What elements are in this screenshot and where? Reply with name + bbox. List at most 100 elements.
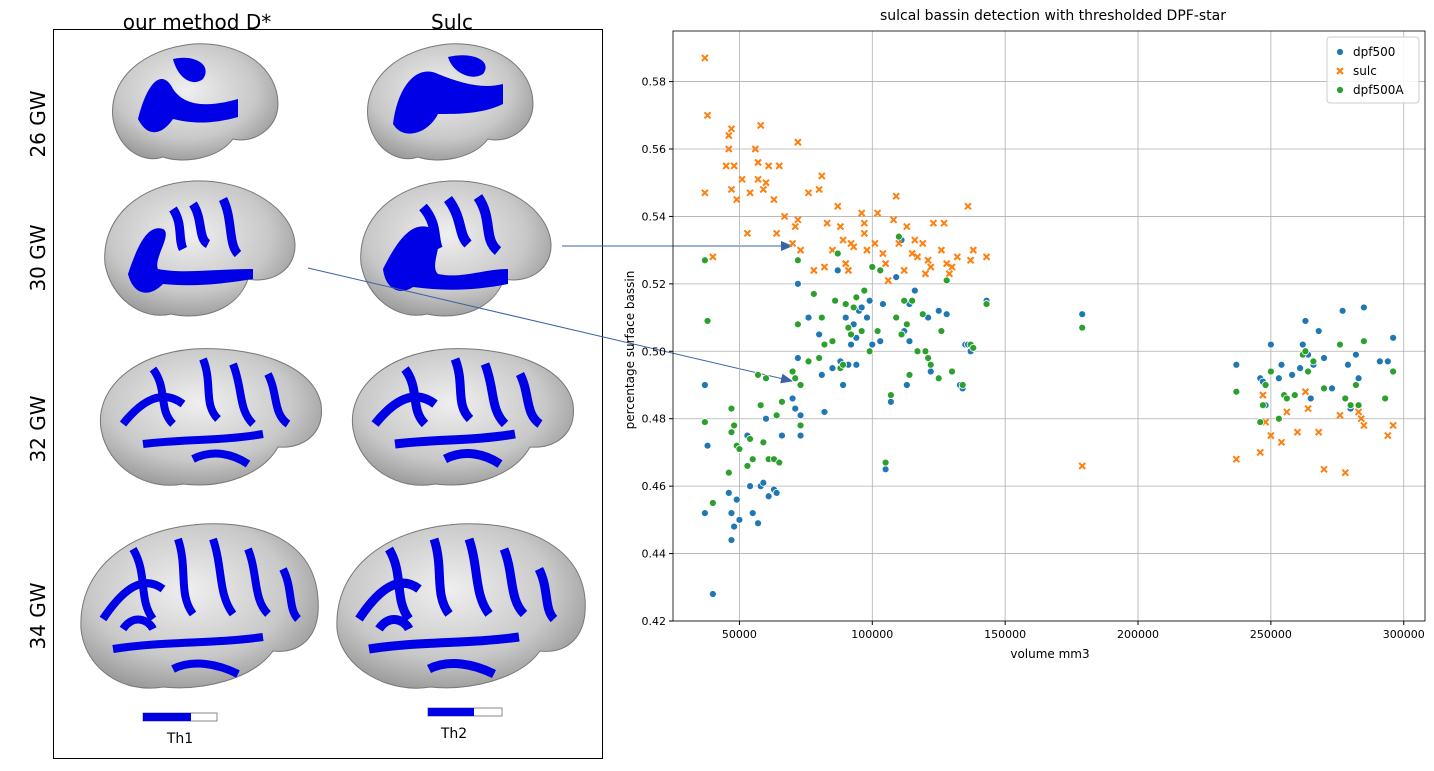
point-dpf500A <box>727 428 736 437</box>
point-sulc <box>940 219 948 227</box>
point-dpf500A <box>908 296 917 305</box>
point-sulc <box>759 185 768 194</box>
point-sulc <box>701 189 709 197</box>
brain-34gw-ours <box>80 523 319 689</box>
point-dpf500 <box>881 465 890 474</box>
point-sulc <box>727 125 736 133</box>
point-dpf500A <box>1301 347 1310 356</box>
point-dpf500A <box>1320 384 1328 393</box>
point-dpf500 <box>708 590 717 598</box>
point-dpf500 <box>759 478 768 487</box>
point-sulc <box>964 202 972 211</box>
point-dpf500A <box>730 421 739 430</box>
point-dpf500A <box>754 370 762 379</box>
point-dpf500A <box>778 397 786 406</box>
point-sulc <box>772 229 781 237</box>
point-dpf500 <box>1078 310 1087 319</box>
point-dpf500A <box>746 435 754 443</box>
point-dpf500 <box>1306 394 1315 403</box>
point-dpf500A <box>900 296 909 305</box>
plot-frame <box>672 30 1426 622</box>
point-sulc <box>1256 448 1264 457</box>
point-dpf500A <box>886 391 895 400</box>
point-dpf500 <box>910 286 919 295</box>
point-dpf500A <box>735 445 744 453</box>
x-axis-label: volume mm3 <box>1010 647 1089 661</box>
point-sulc <box>701 54 709 62</box>
point-dpf500A <box>1078 323 1087 332</box>
chart-title: sulcal bassin detection with thresholded… <box>880 8 1226 24</box>
point-dpf500A <box>1352 381 1360 389</box>
y-tick-label: 0.52 <box>642 278 667 291</box>
point-dpf500 <box>732 495 741 504</box>
point-dpf500 <box>730 522 739 531</box>
brain-26gw-sulc <box>367 43 534 161</box>
point-sulc <box>725 145 733 153</box>
point-sulc <box>1277 438 1286 447</box>
point-dpf500 <box>754 519 762 528</box>
point-dpf500A <box>1232 387 1241 396</box>
point-dpf500 <box>817 370 826 379</box>
point-dpf500 <box>703 441 712 450</box>
legend: dpf500 sulc dpf500A <box>1326 36 1420 104</box>
point-dpf500 <box>700 509 709 518</box>
point-dpf500 <box>1298 340 1307 349</box>
point-sulc <box>892 192 900 200</box>
point-dpf500A <box>905 370 914 379</box>
point-dpf500A <box>876 266 885 275</box>
point-dpf500A <box>703 317 712 325</box>
point-dpf500 <box>1352 350 1360 359</box>
point-sulc <box>1259 391 1267 399</box>
point-dpf500A <box>892 313 901 322</box>
point-dpf500A <box>873 327 882 335</box>
point-sulc <box>810 266 818 275</box>
point-sulc <box>860 219 869 227</box>
point-dpf500 <box>865 296 874 305</box>
point-dpf500A <box>748 455 757 464</box>
point-sulc <box>1357 415 1365 423</box>
brain-32gw-ours <box>99 348 322 486</box>
row-label-26gw: 26 GW <box>26 90 50 158</box>
point-dpf500A <box>926 360 935 369</box>
point-dpf500 <box>1274 374 1283 383</box>
y-tick-label: 0.58 <box>642 76 667 89</box>
point-dpf500 <box>833 266 842 275</box>
point-dpf500A <box>868 263 877 271</box>
colorbar-th1 <box>142 712 218 722</box>
point-dpf500A <box>1304 367 1312 376</box>
point-dpf500 <box>1232 360 1241 369</box>
point-dpf500 <box>847 340 855 349</box>
point-sulc <box>743 229 752 237</box>
legend-marker-dpf500 <box>1336 48 1344 56</box>
point-dpf500 <box>1383 357 1392 366</box>
point-sulc <box>1232 455 1241 463</box>
legend-marker-sulc <box>1336 67 1344 75</box>
brain-26gw-ours <box>112 43 279 161</box>
point-sulc <box>903 222 911 231</box>
point-dpf500A <box>897 330 906 339</box>
point-sulc <box>1315 428 1323 436</box>
brain-30gw-sulc <box>360 180 552 317</box>
y-tick-label: 0.48 <box>642 413 667 426</box>
point-sulc <box>722 162 730 170</box>
point-sulc <box>1078 462 1086 470</box>
point-sulc <box>900 266 908 275</box>
y-tick-label: 0.50 <box>642 345 667 358</box>
point-sulc <box>1301 388 1310 396</box>
point-dpf500A <box>793 320 802 329</box>
point-dpf500 <box>796 411 805 420</box>
x-tick-label: 150000 <box>984 628 1026 641</box>
point-dpf500 <box>879 300 887 308</box>
point-sulc <box>815 185 823 194</box>
point-dpf500 <box>772 488 781 497</box>
y-tick-label: 0.56 <box>642 143 667 156</box>
point-dpf500A <box>934 374 943 383</box>
point-sulc <box>966 256 975 264</box>
point-dpf500 <box>1288 370 1297 379</box>
point-sulc <box>836 222 845 231</box>
brain-panel-frame <box>53 29 603 759</box>
point-dpf500A <box>948 367 956 376</box>
point-dpf500 <box>902 381 911 389</box>
point-sulc <box>727 185 736 194</box>
point-dpf500A <box>1290 391 1299 400</box>
